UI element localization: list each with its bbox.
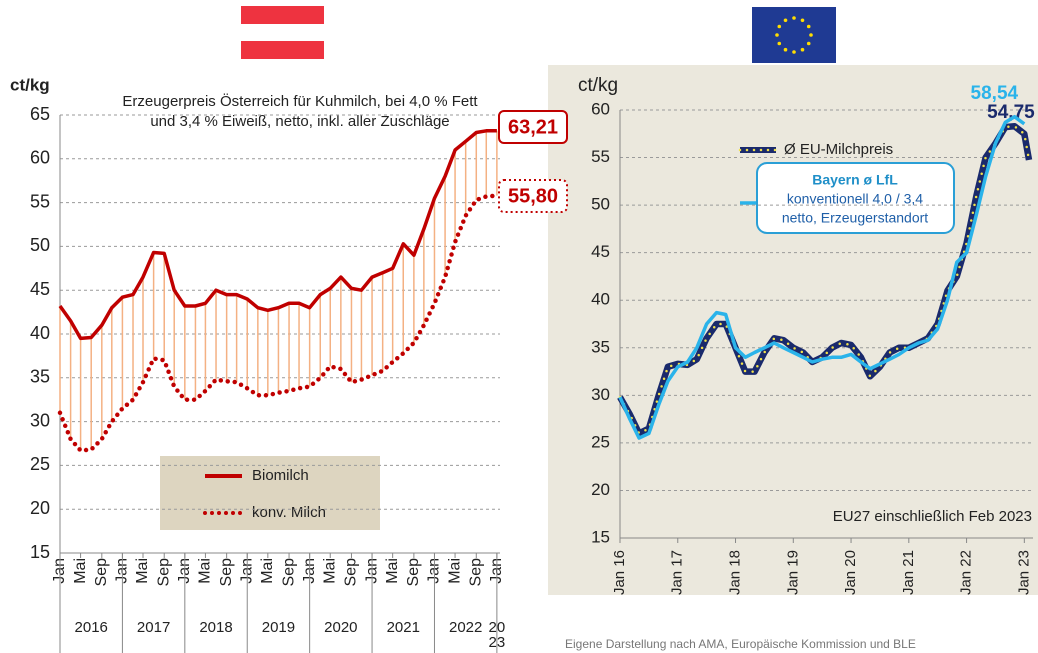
y-axis-label: ct/kg <box>10 75 50 94</box>
value-label: 63,21 <box>508 116 558 138</box>
flag-star <box>809 33 813 37</box>
series-line <box>57 193 500 453</box>
x-tick-label: Mai <box>259 558 276 584</box>
x-tick-label: Sep <box>343 558 360 587</box>
x-tick-label: Sep <box>468 558 485 587</box>
annotation: EU27 einschließlich Feb 2023 <box>833 508 1032 525</box>
y-tick-label: 30 <box>591 385 610 404</box>
legend-label: konv. Milch <box>252 504 326 521</box>
year-label: 2021 <box>386 619 420 636</box>
x-tick-label: Sep <box>405 558 422 587</box>
y-tick-label: 20 <box>30 498 50 518</box>
y-tick-label: 45 <box>591 242 610 261</box>
year-label: 2017 <box>136 619 171 636</box>
x-tick-label: Sep <box>280 558 297 587</box>
legend-box <box>756 162 955 234</box>
flag-star <box>800 47 805 52</box>
y-tick-label: 50 <box>591 195 610 214</box>
series-line <box>58 128 497 341</box>
series-line <box>618 114 1026 440</box>
year-label: 2022 <box>448 619 483 636</box>
y-tick-label: 25 <box>30 454 50 474</box>
plot-background <box>548 65 1038 595</box>
flag-star <box>806 41 811 46</box>
x-tick-label: Jan 19 <box>784 550 801 595</box>
x-tick-label: Sep <box>93 558 110 587</box>
flag-star <box>777 24 782 29</box>
chart-title: und 3,4 % Eiweiß, netto, inkl. aller Zus… <box>150 113 449 130</box>
value-label-box <box>498 110 568 144</box>
x-tick-label: Mai <box>321 558 338 584</box>
flag-star <box>775 33 779 37</box>
y-tick-label: 15 <box>30 542 50 562</box>
value-label: 55,80 <box>508 185 558 207</box>
flag-star <box>783 47 788 52</box>
x-tick-label: Mai <box>134 558 151 584</box>
y-tick-label: 60 <box>30 148 50 168</box>
chart-title: Erzeugerpreis Österreich für Kuhmilch, b… <box>122 92 478 110</box>
legend-note: netto, Erzeugerstandort <box>782 210 928 226</box>
x-tick-label: Jan 18 <box>726 550 743 595</box>
legend-note: konventionell 4,0 / 3,4 <box>787 191 923 207</box>
flag-star <box>800 18 805 23</box>
legend-label: Bayern ø LfL <box>812 172 898 188</box>
y-tick-label: 50 <box>30 235 50 255</box>
y-axis-label: ct/kg <box>578 75 618 96</box>
y-tick-label: 35 <box>591 337 610 356</box>
y-tick-label: 15 <box>591 527 610 546</box>
x-tick-label: Jan 21 <box>900 550 917 595</box>
austria-flag <box>241 6 324 59</box>
x-tick-label: Mai <box>197 558 214 584</box>
year-label: 2016 <box>74 619 108 636</box>
y-tick-label: 55 <box>30 191 50 211</box>
y-tick-label: 40 <box>591 290 610 309</box>
flag-star <box>792 50 796 54</box>
flag-star <box>806 24 811 29</box>
value-label-box <box>498 179 568 213</box>
y-tick-label: 60 <box>591 99 610 118</box>
flag-star <box>777 41 782 46</box>
x-tick-label: Mai <box>72 558 89 584</box>
value-label: 54,75 <box>987 102 1035 123</box>
series-dots <box>618 124 1031 435</box>
flag-star <box>792 16 796 20</box>
x-tick-label: Jan 16 <box>611 550 628 595</box>
x-tick-label: Jan 23 <box>1015 550 1032 595</box>
y-tick-label: 30 <box>30 410 50 430</box>
y-tick-label: 35 <box>30 367 50 387</box>
year-label: 2019 <box>261 619 296 636</box>
year-label: 20 23 <box>488 619 506 651</box>
legend-label: Ø EU-Milchpreis <box>784 141 893 158</box>
year-label: 2018 <box>199 619 233 636</box>
legend-label: Biomilch <box>252 467 309 484</box>
y-tick-label: 40 <box>30 323 50 343</box>
y-tick-label: 65 <box>30 104 50 124</box>
x-tick-label: Sep <box>155 558 172 587</box>
y-tick-label: 45 <box>30 279 50 299</box>
x-tick-label: Jan 17 <box>669 550 686 595</box>
x-tick-label: Sep <box>218 558 235 587</box>
y-tick-label: 20 <box>591 480 610 499</box>
y-tick-label: 25 <box>591 432 610 451</box>
year-label: 2020 <box>324 619 358 636</box>
flag-star <box>783 18 788 23</box>
legend-box <box>160 456 380 530</box>
x-tick-label: Mai <box>446 558 463 584</box>
source-note: Eigene Darstellung nach AMA, Europäische… <box>565 637 916 651</box>
x-tick-label: Jan 20 <box>842 550 859 595</box>
x-tick-label: Mai <box>384 558 401 584</box>
x-tick-label: Jan 22 <box>958 550 975 595</box>
y-tick-label: 55 <box>591 147 610 166</box>
value-label: 58,54 <box>971 83 1019 104</box>
eu-flag <box>752 7 836 63</box>
